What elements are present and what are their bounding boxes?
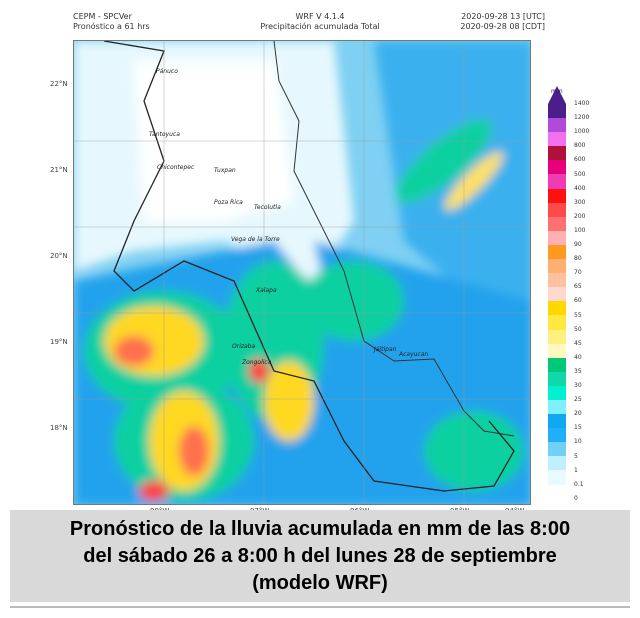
colorbar-segment — [548, 470, 566, 485]
colorbar-tick-label: 0 — [574, 494, 578, 502]
colorbar-segment — [548, 104, 566, 119]
colorbar-tick-label: 300 — [574, 198, 586, 206]
colorbar-tick-label: 30 — [574, 382, 582, 389]
city-label: Zongolica — [242, 359, 272, 366]
colorbar-segment — [548, 315, 566, 330]
colorbar-tick-label: 1400 — [574, 100, 590, 107]
colorbar-tick-label: 90 — [574, 241, 582, 248]
precipitation-field — [74, 41, 530, 504]
header-right: 2020-09-28 13 [UTC] 2020-09-28 08 [CDT] — [460, 12, 545, 32]
model-version: WRF V 4.1.4 — [295, 12, 345, 21]
colorbar-tick-label: 35 — [574, 367, 582, 375]
colorbar-tick-label: 5 — [574, 452, 578, 460]
colorbar-segment — [548, 329, 566, 344]
colorbar-tick-label: 60 — [574, 297, 582, 305]
city-label: Chicontepec — [157, 164, 195, 171]
colorbar-segment — [548, 456, 566, 471]
colorbar-segment — [548, 259, 566, 274]
colorbar-tick-label: 10 — [574, 438, 582, 446]
colorbar-tick-label: 500 — [574, 170, 586, 178]
colorbar-tick-label: 50 — [574, 325, 582, 333]
colorbar-tick-label: 65 — [574, 283, 582, 291]
precipitation-map: Pánuco Tantoyuca Chicontepec Tuxpan Poza… — [73, 40, 531, 505]
city-label: Acayucan — [399, 351, 429, 358]
colorbar-tick-label: 15 — [574, 424, 582, 432]
colorbar-segment — [548, 428, 566, 443]
colorbar-tick-label: 45 — [574, 339, 582, 347]
colorbar-tick-label: 25 — [574, 396, 582, 404]
colorbar-segment — [548, 385, 566, 400]
colorbar-segment — [548, 301, 566, 316]
colorbar-tick-label: 80 — [574, 255, 582, 263]
colorbar-segment — [548, 202, 566, 217]
colorbar-tick-label: 800 — [574, 142, 586, 150]
colorbar-segment — [548, 287, 566, 302]
utc-time: 2020-09-28 13 [UTC] — [461, 12, 545, 21]
colorbar-segment — [548, 230, 566, 245]
colorbar-segment — [548, 188, 566, 203]
colorbar-segment — [548, 244, 566, 260]
colorbar-segment — [548, 414, 566, 429]
colorbar-tick-label: 55 — [574, 311, 582, 319]
colorbar-segment — [548, 146, 566, 161]
city-label: Xalapa — [256, 287, 277, 294]
caption-line: del sábado 26 a 8:00 h del lunes 28 de s… — [83, 545, 557, 567]
header-left: CEPM - SPCVer Pronóstico a 61 hrs — [73, 12, 150, 32]
colorbar-tick-label: 200 — [574, 212, 586, 220]
city-label: Vega de la Torre — [231, 236, 280, 243]
colorbar-extend-arrow — [548, 86, 566, 104]
cdt-time: 2020-09-28 08 [CDT] — [460, 22, 545, 31]
city-label: Jáltipan — [374, 346, 397, 353]
lat-label: 20°N — [50, 252, 68, 260]
city-label: Pánuco — [156, 68, 178, 75]
colorbar-tick-label: 1200 — [574, 114, 590, 122]
colorbar-tick-label: 40 — [574, 353, 582, 361]
header-center: WRF V 4.1.4 Precipitación acumulada Tota… — [230, 12, 410, 32]
lat-label: 21°N — [50, 166, 68, 174]
colorbar-segment — [548, 484, 566, 499]
city-label: Tecolutla — [254, 204, 281, 211]
city-label: Poza Rica — [214, 199, 243, 206]
colorbar-tick-label: 600 — [574, 156, 586, 164]
forecast-hours: Pronóstico a 61 hrs — [73, 22, 150, 31]
caption-line: (modelo WRF) — [252, 572, 388, 594]
colorbar-segment — [548, 174, 566, 189]
caption-box: Pronóstico de la lluvia acumulada en mm … — [10, 510, 630, 602]
caption-line: Pronóstico de la lluvia acumulada en mm … — [69, 518, 571, 540]
city-label: Tantoyuca — [149, 131, 180, 138]
colorbar-segment — [548, 442, 566, 457]
city-label: Tuxpan — [214, 167, 236, 174]
colorbar-segment — [548, 371, 566, 386]
colorbar-segment — [548, 132, 566, 147]
colorbar — [548, 86, 566, 499]
colorbar-tick-label: 0.1 — [574, 480, 584, 488]
colorbar-segment — [548, 399, 566, 415]
lat-label: 19°N — [50, 338, 68, 346]
colorbar-tick-label: 70 — [574, 269, 582, 277]
colorbar-segment — [548, 118, 566, 133]
colorbar-segment — [548, 273, 566, 288]
org-label: CEPM - SPCVer — [73, 12, 132, 21]
colorbar-segment — [548, 343, 566, 358]
divider — [10, 606, 630, 608]
colorbar-tick-label: 1000 — [574, 128, 590, 136]
colorbar-tick-label: 400 — [574, 184, 586, 192]
colorbar-segment — [548, 357, 566, 372]
colorbar-segment — [548, 216, 566, 231]
city-label: Orizaba — [232, 343, 256, 350]
lat-label: 22°N — [50, 80, 68, 88]
colorbar-tick-label: 1 — [574, 466, 578, 474]
lat-label: 18°N — [50, 424, 68, 432]
colorbar-segment — [548, 160, 566, 175]
colorbar-tick-label: 20 — [574, 410, 582, 418]
map-title: Precipitación acumulada Total — [260, 22, 380, 31]
colorbar-tick-label: 100 — [574, 226, 586, 234]
